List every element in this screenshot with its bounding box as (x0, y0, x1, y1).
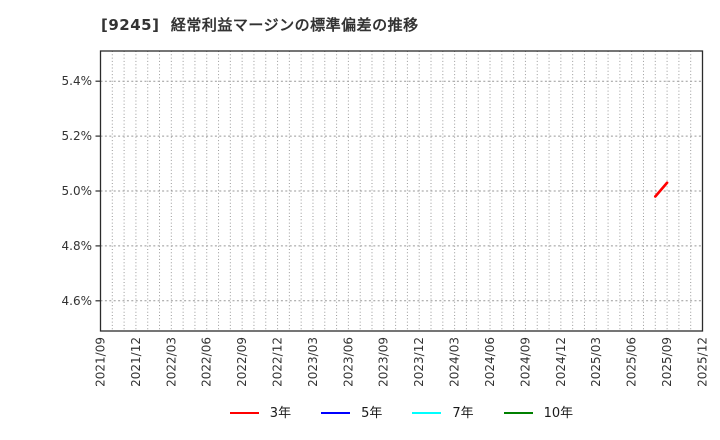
x-tick-label: 2024/12 (554, 337, 568, 387)
plot-border (99, 50, 704, 332)
legend-label-10y: 10年 (543, 405, 574, 421)
x-tick-label: 2022/12 (271, 337, 285, 387)
y-tick-label: 5.2% (62, 129, 93, 143)
x-tick-label: 2022/06 (200, 337, 214, 387)
x-tick-label: 2021/12 (129, 337, 143, 387)
series-line-0 (653, 181, 669, 198)
y-tick-label: 5.0% (62, 184, 93, 198)
x-tick-label: 2024/09 (518, 337, 532, 387)
legend-item-7y: 7年 (412, 405, 474, 421)
legend-line-3y-icon (229, 411, 259, 415)
x-tick-label: 2023/06 (341, 337, 355, 387)
x-tick-label: 2021/09 (93, 337, 107, 387)
x-tick-label: 2024/03 (448, 337, 462, 387)
x-tick-label: 2024/06 (483, 337, 497, 387)
y-tick-label: 5.4% (62, 74, 93, 88)
y-tick-label: 4.8% (62, 239, 93, 253)
legend-label-3y: 3年 (269, 405, 292, 421)
x-tick-label: 2023/12 (412, 337, 426, 387)
legend-line-7y-icon (412, 411, 442, 415)
x-tick-label: 2025/09 (660, 337, 674, 387)
x-tick-label: 2025/12 (695, 337, 709, 387)
x-tick-label: 2022/09 (235, 337, 249, 387)
x-tick-label: 2025/06 (625, 337, 639, 387)
legend-line-10y-icon (503, 411, 533, 415)
chart-title: [9245] 経常利益マージンの標準偏差の推移 (101, 16, 419, 34)
y-tick-label: 4.6% (62, 294, 93, 308)
x-tick-label: 2023/03 (306, 337, 320, 387)
legend-label-7y: 7年 (452, 405, 474, 421)
legend-item-3y: 3年 (229, 405, 292, 421)
legend-item-5y: 5年 (321, 407, 382, 420)
legend-item-10y: 10年 (503, 405, 574, 421)
plot-area: 5.4% 5.2% 5.0% 4.8% 4.6% 2021/09 2021/12 2022/0… (62, 50, 709, 387)
x-tick-label: 2022/03 (164, 337, 178, 387)
legend: 3年 5年 7年 10年 (100, 402, 703, 424)
legend-label-5y: 5年 (361, 405, 383, 421)
legend-line-5y-icon (321, 411, 351, 415)
x-tick-label: 2025/03 (589, 337, 603, 387)
x-tick-label: 2023/09 (377, 337, 391, 387)
